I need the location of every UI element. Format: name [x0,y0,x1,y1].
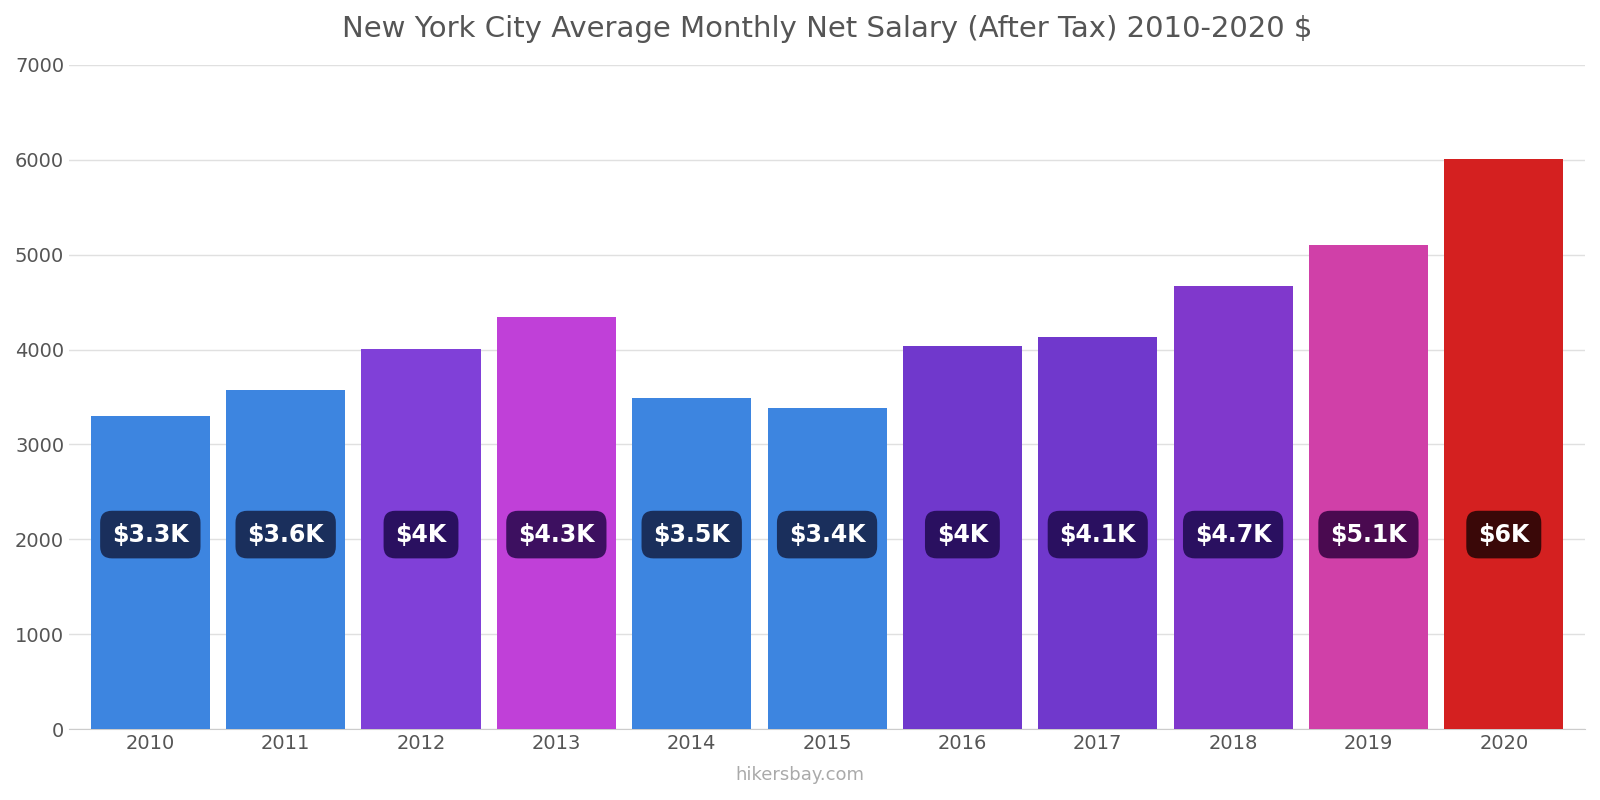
Text: $3.6K: $3.6K [248,522,325,546]
Bar [1173,286,1293,729]
Bar [1445,158,1563,729]
Text: $3.5K: $3.5K [653,522,730,546]
Bar [362,349,480,729]
Bar [902,346,1022,729]
Text: $4.7K: $4.7K [1195,522,1272,546]
Text: $6K: $6K [1478,522,1530,546]
Bar [768,408,886,729]
Bar [1309,245,1427,729]
Text: $4.3K: $4.3K [518,522,595,546]
Text: $4K: $4K [936,522,989,546]
Text: $5.1K: $5.1K [1330,522,1406,546]
Text: $3.3K: $3.3K [112,522,189,546]
Title: New York City Average Monthly Net Salary (After Tax) 2010-2020 $: New York City Average Monthly Net Salary… [342,15,1312,43]
Bar [1038,337,1157,729]
Bar [632,398,752,729]
Text: $4K: $4K [395,522,446,546]
Text: hikersbay.com: hikersbay.com [736,766,864,784]
Text: $4.1K: $4.1K [1059,522,1136,546]
Bar [498,318,616,729]
Bar [226,390,346,729]
Bar [91,416,210,729]
Text: $3.4K: $3.4K [789,522,866,546]
